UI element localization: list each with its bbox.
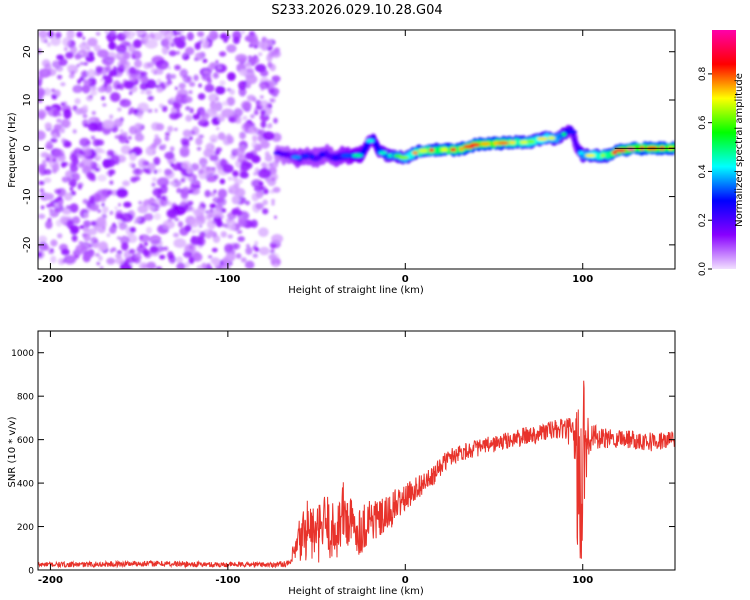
snr-x-ticks: -200 -100 0 100 <box>38 331 593 586</box>
colorbar-tick-label: 0.4 <box>698 164 708 179</box>
snr-y-tick-label: 1000 <box>11 349 34 359</box>
snr-y-tick-label: 400 <box>17 480 34 490</box>
snr-y-tick-label: 800 <box>17 393 34 403</box>
figure-title: S233.2026.029.10.28.G04 <box>271 3 442 18</box>
spectrogram-y-tick-label: 0 <box>22 145 33 151</box>
snr-x-tick-label: 0 <box>402 575 409 586</box>
snr-y-ticks: 0 200 400 600 800 1000 <box>11 349 675 577</box>
colorbar-tick-label: 0.6 <box>698 115 708 130</box>
colorbar-gradient <box>712 30 736 269</box>
colorbar-ticks: 0.0 0.2 0.4 0.6 0.8 <box>698 66 712 276</box>
colorbar-label: Normalized spectral amplitude <box>734 73 745 227</box>
spectrogram-frame <box>37 29 676 270</box>
spectrogram-heatmap <box>38 30 675 269</box>
spectrogram-y-tick-label: 10 <box>22 94 33 107</box>
colorbar-tick-label: 0.0 <box>698 262 708 277</box>
colorbar: 0.0 0.2 0.4 0.6 0.8 Normalized spectral ampl… <box>698 30 745 276</box>
spectrogram-x-tick-label: 0 <box>402 274 409 285</box>
snr-y-tick-label: 0 <box>28 567 34 577</box>
snr-y-tick-label: 200 <box>17 523 34 533</box>
snr-x-tick-label: 100 <box>572 575 593 586</box>
spectrogram-y-tick-label: -10 <box>22 188 33 204</box>
spectrogram-x-ticks: -200 -100 0 100 <box>38 30 593 285</box>
spectrogram-x-tick-label: 100 <box>572 274 593 285</box>
spectrogram-y-tick-label: 20 <box>22 45 33 58</box>
spectrogram-x-tick-label: -200 <box>38 274 63 285</box>
snr-panel: -200 -100 0 100 0 200 400 600 800 1000 Height of… <box>7 330 676 597</box>
spectrogram-x-tick-label: -100 <box>215 274 240 285</box>
snr-series-line <box>38 380 675 569</box>
snr-frame <box>37 330 676 571</box>
snr-y-label: SNR (10 * v/v) <box>7 416 18 487</box>
spectrogram-x-label: Height of straight line (km) <box>288 285 424 296</box>
snr-x-tick-label: -200 <box>38 575 63 586</box>
spectrogram-y-ticks: -20 -10 0 10 20 <box>22 45 675 253</box>
snr-y-tick-label: 600 <box>17 436 34 446</box>
colorbar-tick-label: 0.8 <box>698 66 708 81</box>
snr-x-label: Height of straight line (km) <box>288 586 424 597</box>
snr-x-tick-label: -100 <box>215 575 240 586</box>
colorbar-tick-label: 0.2 <box>698 213 708 227</box>
spectrogram-y-label: Frequency (Hz) <box>7 112 18 188</box>
spectrogram-y-tick-label: -20 <box>22 237 33 253</box>
